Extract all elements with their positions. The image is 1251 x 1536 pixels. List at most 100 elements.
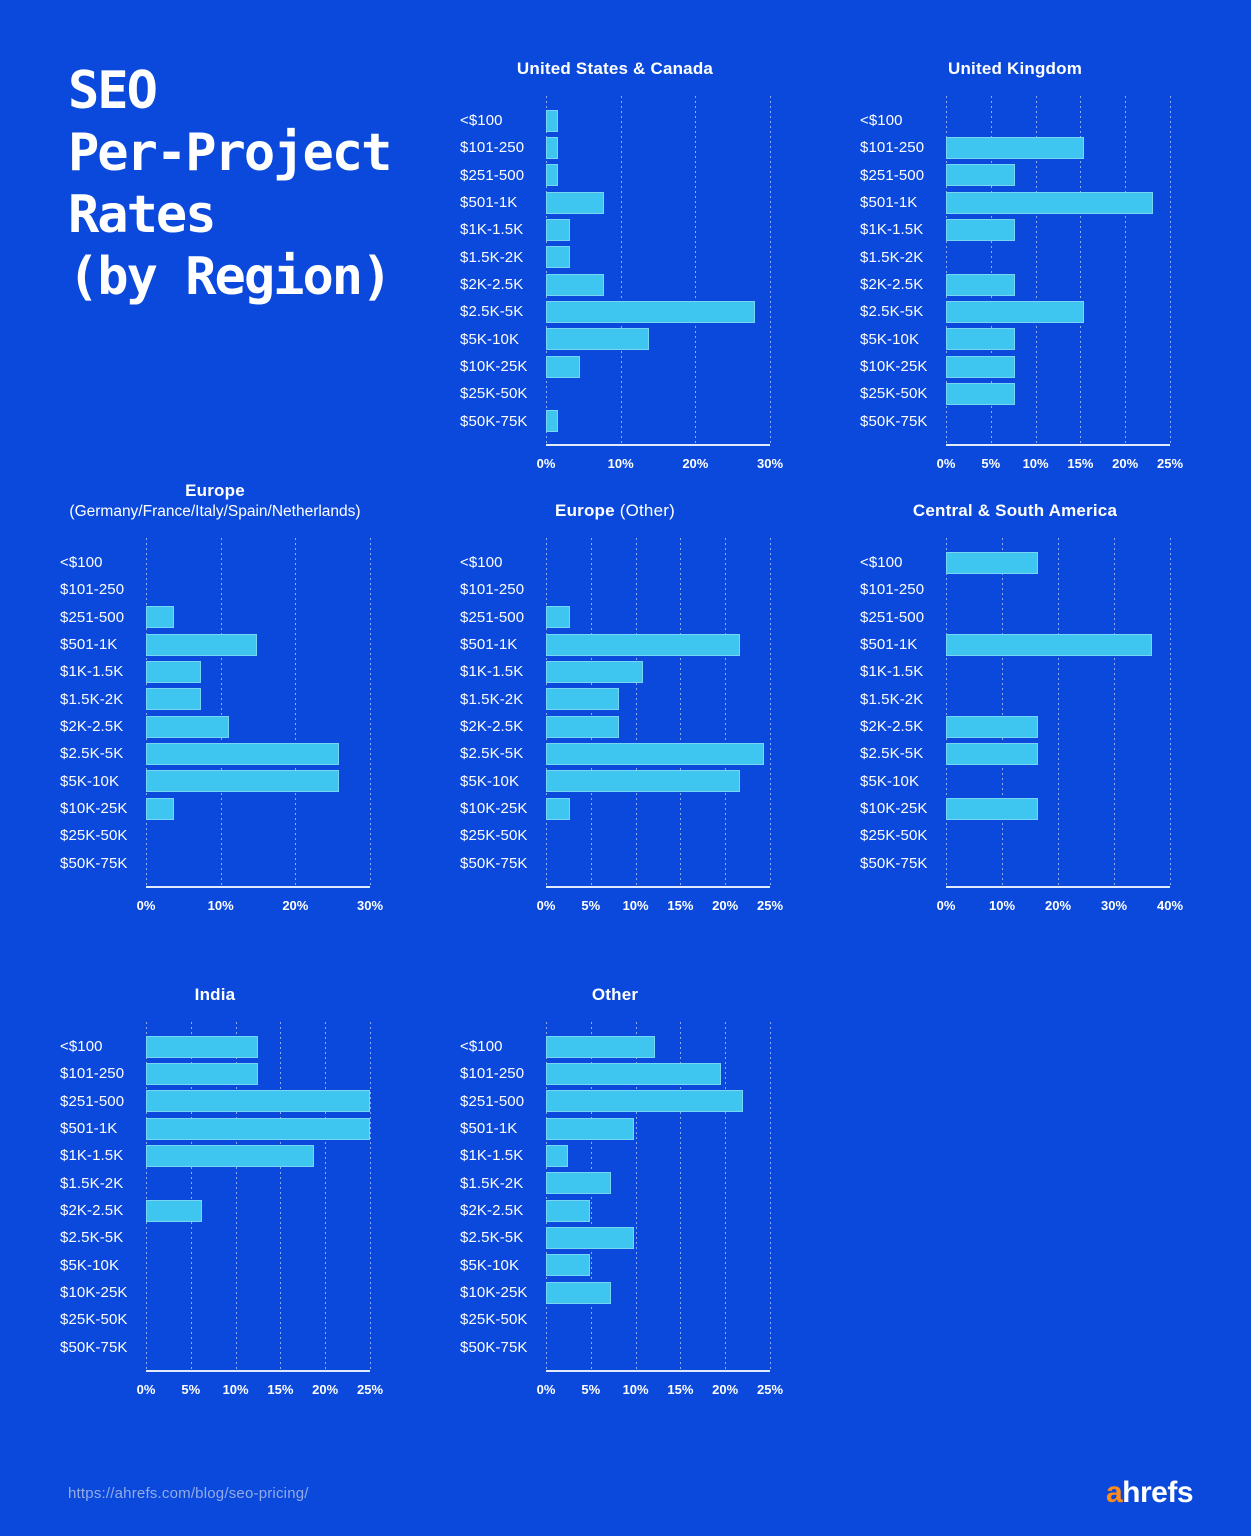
- category-label: $501-1K: [460, 1120, 518, 1138]
- category-label: $10K-25K: [460, 800, 528, 818]
- source-url: https://ahrefs.com/blog/seo-pricing/: [68, 1484, 309, 1502]
- chart-row: $50K-75K: [460, 1334, 770, 1361]
- bar: [546, 246, 570, 269]
- tick-label: 20%: [682, 456, 709, 471]
- bar-track: [546, 552, 770, 574]
- category-label: $2K-2.5K: [460, 276, 524, 294]
- chart-row: $1.5K-2K: [460, 1170, 770, 1197]
- tick-label: 20%: [1112, 456, 1139, 471]
- chart-title-block: United Kingdom: [860, 36, 1170, 80]
- bar: [546, 742, 764, 765]
- chart-row: $10K-25K: [460, 795, 770, 822]
- chart-title-text: United Kingdom: [947, 59, 1083, 78]
- bar: [546, 1281, 612, 1304]
- bar-track: [146, 825, 370, 847]
- bar-track: [146, 660, 370, 683]
- chart-row: $5K-10K: [60, 768, 370, 795]
- empty-cell: [828, 962, 1228, 1432]
- chart-row: $5K-10K: [60, 1252, 370, 1279]
- chart-row: $1.5K-2K: [60, 1170, 370, 1197]
- tick-label: 15%: [667, 898, 694, 913]
- bar-track: [546, 218, 770, 241]
- bar-track: [146, 1117, 370, 1140]
- gridline: [695, 96, 697, 444]
- chart-row: $25K-50K: [460, 380, 770, 407]
- gridline: [635, 538, 637, 886]
- bar-track: [546, 1035, 770, 1058]
- category-label: $1.5K-2K: [860, 690, 924, 708]
- bar-track: [546, 852, 770, 874]
- category-label: $5K-10K: [460, 772, 520, 790]
- plot-area: <$100 $101-250 $251-500 $501-1K $1K-1.5K $1.5…: [860, 538, 1171, 888]
- chart-row: $50K-75K: [860, 850, 1170, 877]
- bar-track: [546, 797, 770, 820]
- bar-track: [546, 1336, 770, 1358]
- chart-row: $1K-1.5K: [460, 1142, 770, 1169]
- tick-label: 10%: [622, 898, 649, 913]
- bar: [546, 218, 570, 241]
- chart-row: $1K-1.5K: [860, 216, 1170, 243]
- gridline: [1035, 96, 1037, 444]
- gridline: [295, 538, 297, 886]
- bar-track: [546, 164, 770, 187]
- gridlines: [146, 538, 371, 888]
- bar: [546, 1254, 590, 1277]
- plot-area: <$100 $101-250 $251-500 $501-1K $1K-1.5K $1.5…: [460, 96, 771, 446]
- chart-row: $101-250: [60, 576, 370, 603]
- bar-track: [946, 852, 1170, 874]
- bar: [946, 551, 1039, 574]
- tick-label: 0%: [136, 898, 156, 913]
- tick-label: 25%: [1156, 456, 1184, 471]
- chart-title-text: Europe: [555, 501, 615, 520]
- tick-label: 0%: [936, 898, 956, 913]
- bar-track: [146, 1336, 370, 1358]
- gridline: [370, 538, 371, 886]
- tick-label: 10%: [207, 898, 234, 913]
- plot-area: <$100 $101-250 $251-500 $501-1K $1K-1.5K $1.5…: [460, 1022, 771, 1372]
- chart-row: <$100: [460, 549, 770, 576]
- chart-title-text: United States & Canada: [516, 59, 714, 78]
- gridline: [725, 538, 727, 886]
- bar-track: [146, 742, 370, 765]
- chart-title: Europe: [185, 480, 245, 502]
- category-label: $50K-75K: [860, 412, 928, 430]
- bar-track: [546, 1117, 770, 1140]
- category-label: <$100: [460, 1038, 503, 1056]
- chart-row: <$100: [460, 1033, 770, 1060]
- category-label: $101-250: [460, 1065, 525, 1083]
- chart-title: Other: [592, 984, 638, 1006]
- chart-row: $10K-25K: [60, 795, 370, 822]
- page-title: SEO Per-Project Rates (by Region): [68, 60, 428, 308]
- gridline: [590, 538, 592, 886]
- bar: [146, 1035, 258, 1058]
- bar: [546, 1144, 568, 1167]
- gridline: [770, 538, 771, 886]
- bar: [946, 715, 1039, 738]
- tick-label: 20%: [312, 1382, 339, 1397]
- category-label: $5K-10K: [860, 772, 920, 790]
- tick-label: 20%: [712, 1382, 739, 1397]
- bar: [146, 1090, 370, 1113]
- category-label: $25K-50K: [460, 1311, 528, 1329]
- gridline: [590, 1022, 592, 1370]
- bar-track: [546, 770, 770, 793]
- gridline: [1002, 538, 1003, 886]
- bar-track: [946, 797, 1170, 820]
- bar: [546, 1199, 590, 1222]
- bar-track: [146, 633, 370, 656]
- category-label: $1K-1.5K: [60, 1147, 124, 1165]
- category-label: $25K-50K: [860, 827, 928, 845]
- tick-label: 0%: [136, 1382, 156, 1397]
- chart-row: $501-1K: [460, 1115, 770, 1142]
- category-label: $1.5K-2K: [460, 690, 524, 708]
- category-label: $1.5K-2K: [860, 248, 924, 266]
- category-label: $2K-2.5K: [460, 1202, 524, 1220]
- bar-track: [146, 797, 370, 820]
- gridline: [325, 1022, 327, 1370]
- bar-track: [546, 660, 770, 683]
- chart-row: $2.5K-5K: [460, 298, 770, 325]
- bar-track: [546, 1199, 770, 1222]
- category-label: $5K-10K: [460, 1256, 520, 1274]
- chart-united-kingdom: United Kingdom <$100 $101-250 $251-500 $501-…: [828, 36, 1228, 478]
- x-axis: 0% 10% 20% 30%: [537, 446, 783, 478]
